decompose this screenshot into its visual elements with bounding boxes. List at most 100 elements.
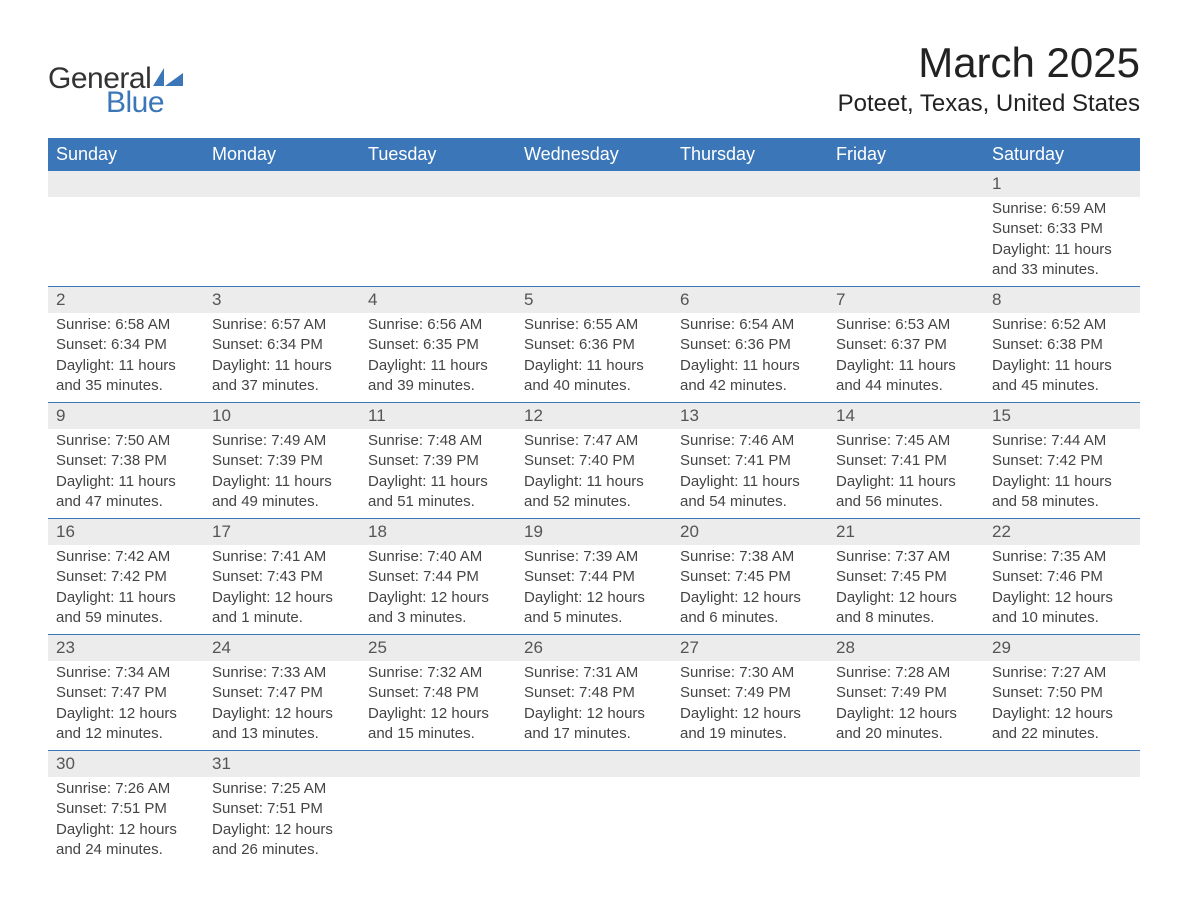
day-detail-cell: Sunrise: 7:39 AMSunset: 7:44 PMDaylight:… <box>516 545 672 635</box>
day-number-cell <box>516 171 672 197</box>
day-detail-cell: Sunrise: 7:42 AMSunset: 7:42 PMDaylight:… <box>48 545 204 635</box>
day-detail-cell <box>204 197 360 287</box>
day-number-cell: 10 <box>204 403 360 430</box>
day-number-cell: 5 <box>516 287 672 314</box>
day-detail-cell: Sunrise: 7:47 AMSunset: 7:40 PMDaylight:… <box>516 429 672 519</box>
day-number-cell: 9 <box>48 403 204 430</box>
weekday-header: Monday <box>204 138 360 171</box>
day-detail-row: Sunrise: 6:58 AMSunset: 6:34 PMDaylight:… <box>48 313 1140 403</box>
day-detail-cell: Sunrise: 7:25 AMSunset: 7:51 PMDaylight:… <box>204 777 360 866</box>
day-detail-cell <box>984 777 1140 866</box>
day-number-cell: 7 <box>828 287 984 314</box>
day-detail-cell: Sunrise: 7:41 AMSunset: 7:43 PMDaylight:… <box>204 545 360 635</box>
day-number-cell: 16 <box>48 519 204 546</box>
day-detail-cell: Sunrise: 7:34 AMSunset: 7:47 PMDaylight:… <box>48 661 204 751</box>
day-detail-cell <box>516 197 672 287</box>
day-number-cell: 3 <box>204 287 360 314</box>
day-number-cell: 17 <box>204 519 360 546</box>
weekday-header: Sunday <box>48 138 204 171</box>
day-detail-row: Sunrise: 6:59 AMSunset: 6:33 PMDaylight:… <box>48 197 1140 287</box>
calendar-body: 1 Sunrise: 6:59 AMSunset: 6:33 PMDayligh… <box>48 171 1140 866</box>
weekday-header: Wednesday <box>516 138 672 171</box>
day-detail-cell: Sunrise: 7:50 AMSunset: 7:38 PMDaylight:… <box>48 429 204 519</box>
day-detail-cell: Sunrise: 6:55 AMSunset: 6:36 PMDaylight:… <box>516 313 672 403</box>
day-number-row: 1 <box>48 171 1140 197</box>
calendar-header: Sunday Monday Tuesday Wednesday Thursday… <box>48 138 1140 171</box>
day-number-cell: 15 <box>984 403 1140 430</box>
day-number-row: 23242526272829 <box>48 635 1140 662</box>
day-number-cell: 28 <box>828 635 984 662</box>
day-detail-cell: Sunrise: 6:57 AMSunset: 6:34 PMDaylight:… <box>204 313 360 403</box>
month-title: March 2025 <box>838 40 1140 86</box>
day-detail-cell <box>516 777 672 866</box>
day-number-cell: 21 <box>828 519 984 546</box>
weekday-header: Friday <box>828 138 984 171</box>
day-number-cell: 12 <box>516 403 672 430</box>
day-number-cell: 26 <box>516 635 672 662</box>
day-number-cell: 29 <box>984 635 1140 662</box>
day-number-cell <box>828 171 984 197</box>
day-number-cell: 24 <box>204 635 360 662</box>
day-number-cell <box>672 751 828 778</box>
day-number-cell <box>672 171 828 197</box>
day-number-cell <box>204 171 360 197</box>
day-number-cell: 13 <box>672 403 828 430</box>
day-detail-cell: Sunrise: 7:44 AMSunset: 7:42 PMDaylight:… <box>984 429 1140 519</box>
day-number-cell <box>360 751 516 778</box>
day-detail-cell: Sunrise: 7:26 AMSunset: 7:51 PMDaylight:… <box>48 777 204 866</box>
title-block: March 2025 Poteet, Texas, United States <box>838 40 1140 118</box>
day-detail-row: Sunrise: 7:34 AMSunset: 7:47 PMDaylight:… <box>48 661 1140 751</box>
day-detail-cell: Sunrise: 7:49 AMSunset: 7:39 PMDaylight:… <box>204 429 360 519</box>
day-detail-cell: Sunrise: 7:27 AMSunset: 7:50 PMDaylight:… <box>984 661 1140 751</box>
weekday-row: Sunday Monday Tuesday Wednesday Thursday… <box>48 138 1140 171</box>
day-detail-cell: Sunrise: 7:46 AMSunset: 7:41 PMDaylight:… <box>672 429 828 519</box>
day-detail-cell: Sunrise: 6:54 AMSunset: 6:36 PMDaylight:… <box>672 313 828 403</box>
day-number-cell: 27 <box>672 635 828 662</box>
day-number-cell: 25 <box>360 635 516 662</box>
weekday-header: Tuesday <box>360 138 516 171</box>
day-number-cell <box>984 751 1140 778</box>
day-detail-cell: Sunrise: 6:56 AMSunset: 6:35 PMDaylight:… <box>360 313 516 403</box>
day-detail-row: Sunrise: 7:26 AMSunset: 7:51 PMDaylight:… <box>48 777 1140 866</box>
day-number-cell: 11 <box>360 403 516 430</box>
day-number-cell: 1 <box>984 171 1140 197</box>
calendar-table: Sunday Monday Tuesday Wednesday Thursday… <box>48 138 1140 866</box>
day-number-cell: 8 <box>984 287 1140 314</box>
day-detail-cell <box>672 197 828 287</box>
day-detail-cell: Sunrise: 6:52 AMSunset: 6:38 PMDaylight:… <box>984 313 1140 403</box>
day-number-cell: 20 <box>672 519 828 546</box>
day-number-cell: 23 <box>48 635 204 662</box>
day-number-cell: 30 <box>48 751 204 778</box>
day-detail-cell <box>828 197 984 287</box>
day-detail-cell <box>360 777 516 866</box>
day-detail-cell <box>672 777 828 866</box>
day-number-cell <box>516 751 672 778</box>
day-detail-row: Sunrise: 7:50 AMSunset: 7:38 PMDaylight:… <box>48 429 1140 519</box>
day-number-row: 2345678 <box>48 287 1140 314</box>
day-detail-cell: Sunrise: 7:33 AMSunset: 7:47 PMDaylight:… <box>204 661 360 751</box>
day-number-row: 9101112131415 <box>48 403 1140 430</box>
day-detail-cell: Sunrise: 7:40 AMSunset: 7:44 PMDaylight:… <box>360 545 516 635</box>
day-number-cell <box>828 751 984 778</box>
day-number-cell <box>48 171 204 197</box>
weekday-header: Saturday <box>984 138 1140 171</box>
day-detail-cell: Sunrise: 7:45 AMSunset: 7:41 PMDaylight:… <box>828 429 984 519</box>
day-number-row: 3031 <box>48 751 1140 778</box>
day-number-cell: 19 <box>516 519 672 546</box>
brand-logo: General Blue <box>48 64 183 118</box>
day-number-cell: 2 <box>48 287 204 314</box>
day-number-cell: 22 <box>984 519 1140 546</box>
day-number-row: 16171819202122 <box>48 519 1140 546</box>
day-number-cell: 31 <box>204 751 360 778</box>
location-label: Poteet, Texas, United States <box>838 90 1140 118</box>
day-detail-cell: Sunrise: 7:38 AMSunset: 7:45 PMDaylight:… <box>672 545 828 635</box>
day-detail-cell: Sunrise: 6:53 AMSunset: 6:37 PMDaylight:… <box>828 313 984 403</box>
day-detail-cell: Sunrise: 7:30 AMSunset: 7:49 PMDaylight:… <box>672 661 828 751</box>
day-detail-cell <box>360 197 516 287</box>
day-detail-cell: Sunrise: 6:58 AMSunset: 6:34 PMDaylight:… <box>48 313 204 403</box>
logo-word-blue: Blue <box>106 88 183 118</box>
day-detail-cell: Sunrise: 7:28 AMSunset: 7:49 PMDaylight:… <box>828 661 984 751</box>
day-detail-cell: Sunrise: 7:48 AMSunset: 7:39 PMDaylight:… <box>360 429 516 519</box>
day-detail-row: Sunrise: 7:42 AMSunset: 7:42 PMDaylight:… <box>48 545 1140 635</box>
page-header: General Blue March 2025 Poteet, Texas, U… <box>48 40 1140 118</box>
